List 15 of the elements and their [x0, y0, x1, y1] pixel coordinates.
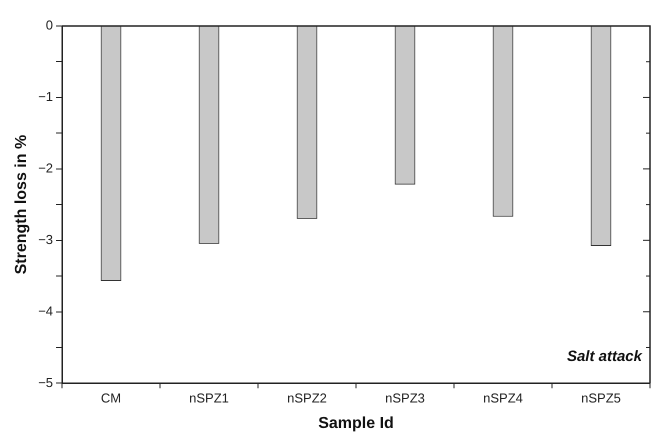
- y-tick-label: 0: [46, 18, 54, 33]
- y-tick-label: −2: [38, 160, 54, 176]
- y-tick-label: −1: [38, 89, 54, 104]
- y-tick-label: −3: [38, 232, 54, 247]
- y-axis-title: Strength loss in %: [13, 134, 30, 274]
- x-tick-label: nSPZ3: [385, 390, 425, 406]
- x-tick-label: nSPZ2: [287, 390, 327, 406]
- y-tick-label: −4: [38, 303, 54, 318]
- x-tick-label: CM: [100, 390, 122, 406]
- x-axis-title: Sample Id: [318, 414, 394, 432]
- x-tick-label: nSPZ5: [581, 390, 621, 406]
- x-tick-label: nSPZ4: [483, 390, 523, 406]
- x-tick-label: nSPZ1: [189, 390, 229, 406]
- annotation: Salt attack: [566, 348, 643, 366]
- y-tick-label: −5: [38, 374, 54, 390]
